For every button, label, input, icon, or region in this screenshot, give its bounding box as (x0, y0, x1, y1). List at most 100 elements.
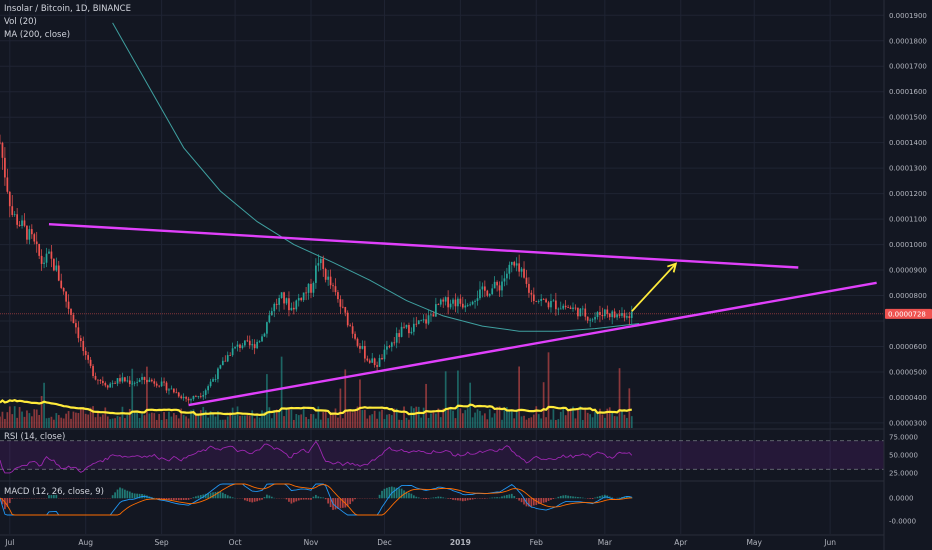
candle-body (559, 308, 562, 310)
candle-body (405, 324, 408, 328)
candle-body (239, 344, 241, 348)
volume-bar (89, 407, 92, 428)
candle-body (106, 385, 109, 388)
macd-histogram-bar (461, 498, 464, 502)
volume-bar (508, 409, 511, 428)
macd-legend[interactable]: MACD (12, 26, close, 9) (4, 487, 104, 497)
candle-body (457, 298, 459, 307)
volume-bar (278, 409, 281, 428)
candle-body (596, 312, 599, 318)
volume-bar (199, 410, 202, 428)
symbol-title[interactable]: Insolar / Bitcoin, 1D, BINANCE (4, 4, 131, 14)
volume-bar (204, 410, 207, 428)
candle-body (283, 292, 285, 304)
macd-histogram-bar (483, 498, 486, 499)
candlesticks (0, 134, 633, 404)
candle-body (195, 396, 197, 397)
candle-body (447, 297, 449, 308)
ma-legend[interactable]: MA (200, close) (4, 30, 71, 40)
candle-body (258, 341, 261, 343)
candle-body (263, 333, 266, 337)
candle-body (606, 309, 609, 314)
volume-bar (273, 410, 276, 428)
volume-bar (158, 413, 161, 428)
candle-body (427, 315, 430, 324)
candle-body (94, 375, 97, 380)
candle-body (420, 320, 423, 322)
upper-trendline[interactable] (48, 222, 799, 269)
candle-body (16, 214, 18, 225)
volume-bar (376, 418, 378, 428)
candle-body (481, 286, 484, 290)
candle-body (621, 313, 623, 316)
time-axis[interactable]: Jul Aug Sep Oct Nov Dec 2019 Feb Mar Apr May Jun (4, 538, 836, 547)
volume-bar (18, 407, 21, 428)
volume-bar (611, 410, 614, 428)
macd-histogram-bar (439, 496, 442, 499)
candle-body (295, 300, 298, 310)
candle-body (400, 326, 403, 337)
candle-body (143, 377, 146, 381)
volume-bar (479, 410, 481, 428)
macd-histogram-bar (559, 495, 562, 499)
volume-bar (559, 411, 562, 428)
candle-body (483, 286, 486, 291)
candle-body (79, 338, 82, 341)
candle-body (577, 307, 579, 317)
volume-bar (72, 411, 75, 428)
volume-bar (182, 414, 185, 428)
candle-body (248, 340, 251, 346)
candle-body (344, 307, 347, 313)
macd-histogram-bar (6, 498, 9, 507)
macd-histogram-bar (432, 497, 435, 499)
volume-bar (628, 388, 631, 428)
macd-histogram-bar (574, 496, 577, 499)
macd-histogram-bar (207, 493, 210, 499)
rsi-legend[interactable]: RSI (14, close) (4, 432, 66, 442)
price-tick-label: 0.0001000 (889, 241, 927, 249)
candle-body (53, 258, 55, 271)
volume-bar (564, 415, 567, 428)
volume-bar (535, 406, 538, 428)
price-axis[interactable]: 0.0000300 0.0000400 0.0000500 0.0000600 0.00… (889, 12, 927, 428)
volume-bar (515, 409, 518, 428)
rsi-tick-label: 50.0000 (889, 452, 918, 460)
price-tick-label: 0.0000600 (889, 343, 927, 351)
candle-body (280, 292, 283, 298)
signal-line (0, 483, 632, 516)
macd-histogram-bar (498, 497, 501, 499)
macd-histogram-bar (173, 498, 175, 501)
candle-body (28, 229, 31, 240)
candle-body (77, 327, 80, 339)
macd-histogram-bar (474, 498, 476, 499)
volume-bar (444, 371, 447, 428)
macd-histogram-bar (449, 498, 452, 499)
candle-body (493, 281, 496, 289)
volume-bar (547, 352, 550, 428)
candle-body (361, 346, 364, 349)
price-tick-label: 0.0001700 (889, 63, 927, 71)
candle-body (153, 381, 156, 384)
macd-histogram-bar (386, 487, 388, 499)
macd-histogram-bar (388, 487, 391, 499)
candle-body (371, 358, 374, 363)
volume-bar (310, 413, 312, 428)
candle-body (513, 261, 516, 266)
volume-bar (45, 418, 48, 428)
candle-body (599, 312, 601, 315)
macd-histogram-bar (459, 498, 462, 501)
volume-bar (332, 412, 334, 428)
yellow-arrow[interactable] (631, 262, 678, 312)
volume-bar (266, 374, 268, 428)
volume-bar (173, 413, 175, 428)
lower-trendline[interactable] (188, 281, 877, 407)
candle-body (256, 341, 258, 349)
candle-body (354, 333, 356, 339)
volume-legend[interactable]: Vol (20) (4, 17, 37, 27)
volume-bar (324, 411, 327, 428)
macd-histogram-bar (204, 493, 207, 499)
volume-bar (613, 416, 616, 428)
candle-body (202, 395, 205, 397)
candle-body (334, 286, 337, 293)
